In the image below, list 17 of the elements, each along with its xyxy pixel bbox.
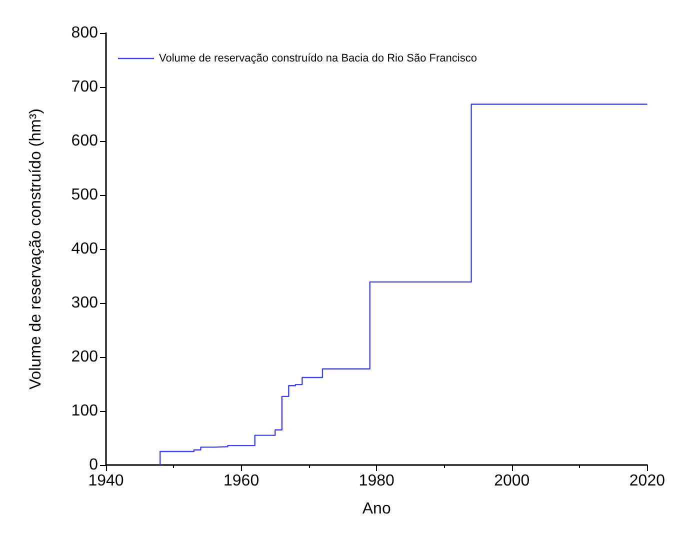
x-tick-label: 2000 [494, 472, 530, 490]
y-tick-label: 100 [71, 402, 98, 420]
y-axis-title: Volume de reservação construído (hm³) [28, 108, 44, 390]
x-tick-label: 1960 [224, 472, 260, 490]
legend-label: Volume de reservação construído na Bacia do Rio São Francisco [159, 52, 477, 64]
x-tick-label: 1980 [358, 472, 394, 490]
y-tick-label: 0 [89, 456, 98, 474]
y-tick-label: 600 [71, 132, 98, 150]
x-tick-label: 1940 [88, 472, 124, 490]
y-tick-label: 500 [71, 186, 98, 204]
y-tick-label: 700 [71, 78, 98, 96]
y-tick-label: 800 [71, 24, 98, 42]
y-tick-label: 400 [71, 240, 98, 258]
x-tick-label: 2020 [629, 472, 666, 490]
x-axis-title: Ano [362, 500, 391, 518]
y-tick-label: 200 [71, 348, 98, 366]
y-tick-label: 300 [71, 294, 98, 312]
